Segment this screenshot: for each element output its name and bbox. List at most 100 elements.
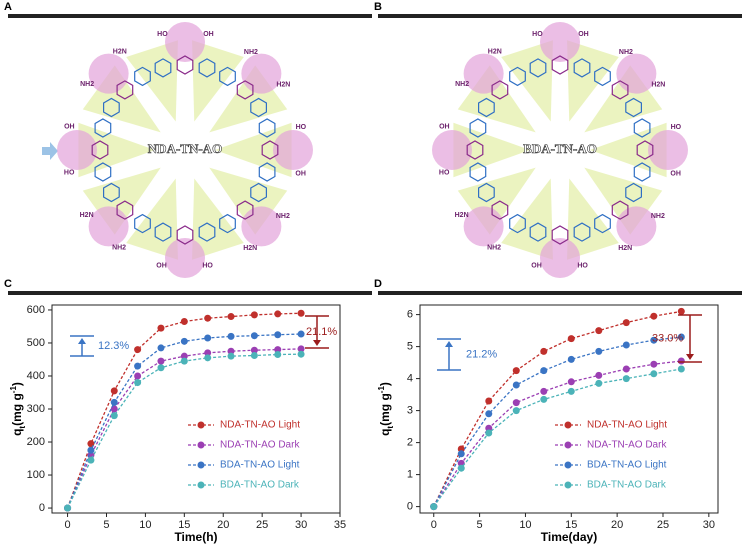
glow-wedge (82, 65, 161, 133)
y-axis-label-part: q (378, 429, 392, 436)
ring-unit (491, 200, 509, 220)
group-label: NH2 (112, 245, 126, 252)
group-label: NH2 (276, 213, 290, 220)
data-point (180, 318, 188, 326)
ring-unit (551, 55, 569, 75)
data-point (227, 313, 235, 321)
data-point (622, 375, 630, 383)
x-tick-label: 30 (295, 519, 307, 531)
data-point (595, 371, 603, 379)
data-point (485, 397, 493, 405)
data-point (457, 445, 465, 453)
y-axis-label-part: t (386, 426, 395, 429)
plot-frame (419, 304, 719, 514)
ring-unit (154, 58, 172, 78)
arrow-icon (42, 142, 58, 160)
y-axis-label-part: -1 (377, 386, 386, 394)
group-blob (540, 22, 580, 62)
group-blob (88, 206, 129, 247)
data-point (227, 332, 235, 340)
data-point (87, 446, 95, 454)
data-point (64, 504, 72, 512)
data-point (180, 357, 188, 365)
group-label: HO (296, 124, 307, 131)
y-tick-label: 5 (407, 341, 413, 353)
ring-unit (250, 97, 267, 118)
x-tick-label: 25 (657, 519, 669, 531)
arrow-head (445, 341, 453, 347)
panel-rule (378, 14, 742, 18)
group-label: NH2 (487, 245, 501, 252)
arrow-head (686, 354, 694, 360)
group-label: H2N (113, 48, 127, 55)
data-point (540, 387, 548, 395)
y-tick-label: 0 (39, 502, 45, 514)
y-axis-label-part: ) (378, 382, 392, 386)
data-point (134, 346, 142, 354)
data-point (227, 352, 235, 360)
group-blob (165, 22, 205, 62)
data-point (512, 381, 520, 389)
ring-unit (551, 225, 569, 245)
series-line (66, 312, 302, 509)
group-label: HO (202, 263, 213, 270)
data-point (110, 398, 118, 406)
data-point (134, 372, 142, 380)
ring-unit (611, 80, 629, 100)
group-blob (463, 53, 504, 94)
x-tick-label: 0 (65, 519, 71, 531)
data-point (540, 367, 548, 375)
group-blob (165, 238, 205, 278)
group-label: NH2 (619, 49, 633, 56)
y-tick-label: 200 (27, 436, 45, 448)
data-point (180, 337, 188, 345)
y-tick-label: 400 (27, 370, 45, 382)
legend-marker (197, 461, 205, 469)
panel-label: A (4, 1, 12, 13)
series-line (433, 368, 682, 507)
data-point (157, 324, 165, 332)
group-label: OH (203, 31, 214, 38)
data-point (274, 346, 282, 354)
ring-unit (176, 225, 194, 245)
structure-label: BDA-TN-AO (523, 141, 597, 156)
ring-unit (198, 58, 216, 78)
ring-unit (478, 182, 495, 203)
y-axis-label-part: -1 (9, 386, 18, 394)
data-point (204, 314, 212, 322)
data-point (250, 332, 258, 340)
ring-unit (633, 118, 651, 138)
ring-unit (134, 213, 151, 234)
group-label: H2N (80, 212, 94, 219)
ring-unit (509, 213, 526, 234)
data-point (650, 336, 658, 344)
annotation: 21.1% (306, 326, 337, 338)
group-label: OH (64, 123, 75, 130)
ring-unit (573, 58, 591, 78)
data-point (204, 334, 212, 342)
legend-label: NDA-TN-AO Dark (220, 440, 300, 451)
panel-label: D (374, 278, 382, 290)
group-blob (648, 130, 688, 170)
data-point (595, 379, 603, 387)
ring-unit (176, 55, 194, 75)
x-axis-label: Time(h) (174, 530, 217, 544)
legend-marker (197, 441, 205, 449)
ring-unit (529, 222, 547, 242)
y-tick-label: 2 (407, 437, 413, 449)
group-label: H2N (618, 245, 632, 252)
group-blob (57, 130, 97, 170)
y-tick-label: 3 (407, 405, 413, 417)
ring-unit (258, 162, 276, 182)
y-tick-label: 600 (27, 304, 45, 316)
glow-wedge (590, 122, 667, 178)
legend-marker (564, 421, 572, 429)
y-axis-label-part: t (18, 426, 27, 429)
group-label: OH (578, 31, 589, 38)
group-label: NH2 (80, 81, 94, 88)
ring-unit (261, 140, 279, 160)
legend-label: BDA-TN-AO Light (220, 460, 300, 471)
ring-unit (198, 222, 216, 242)
data-point (204, 354, 212, 362)
